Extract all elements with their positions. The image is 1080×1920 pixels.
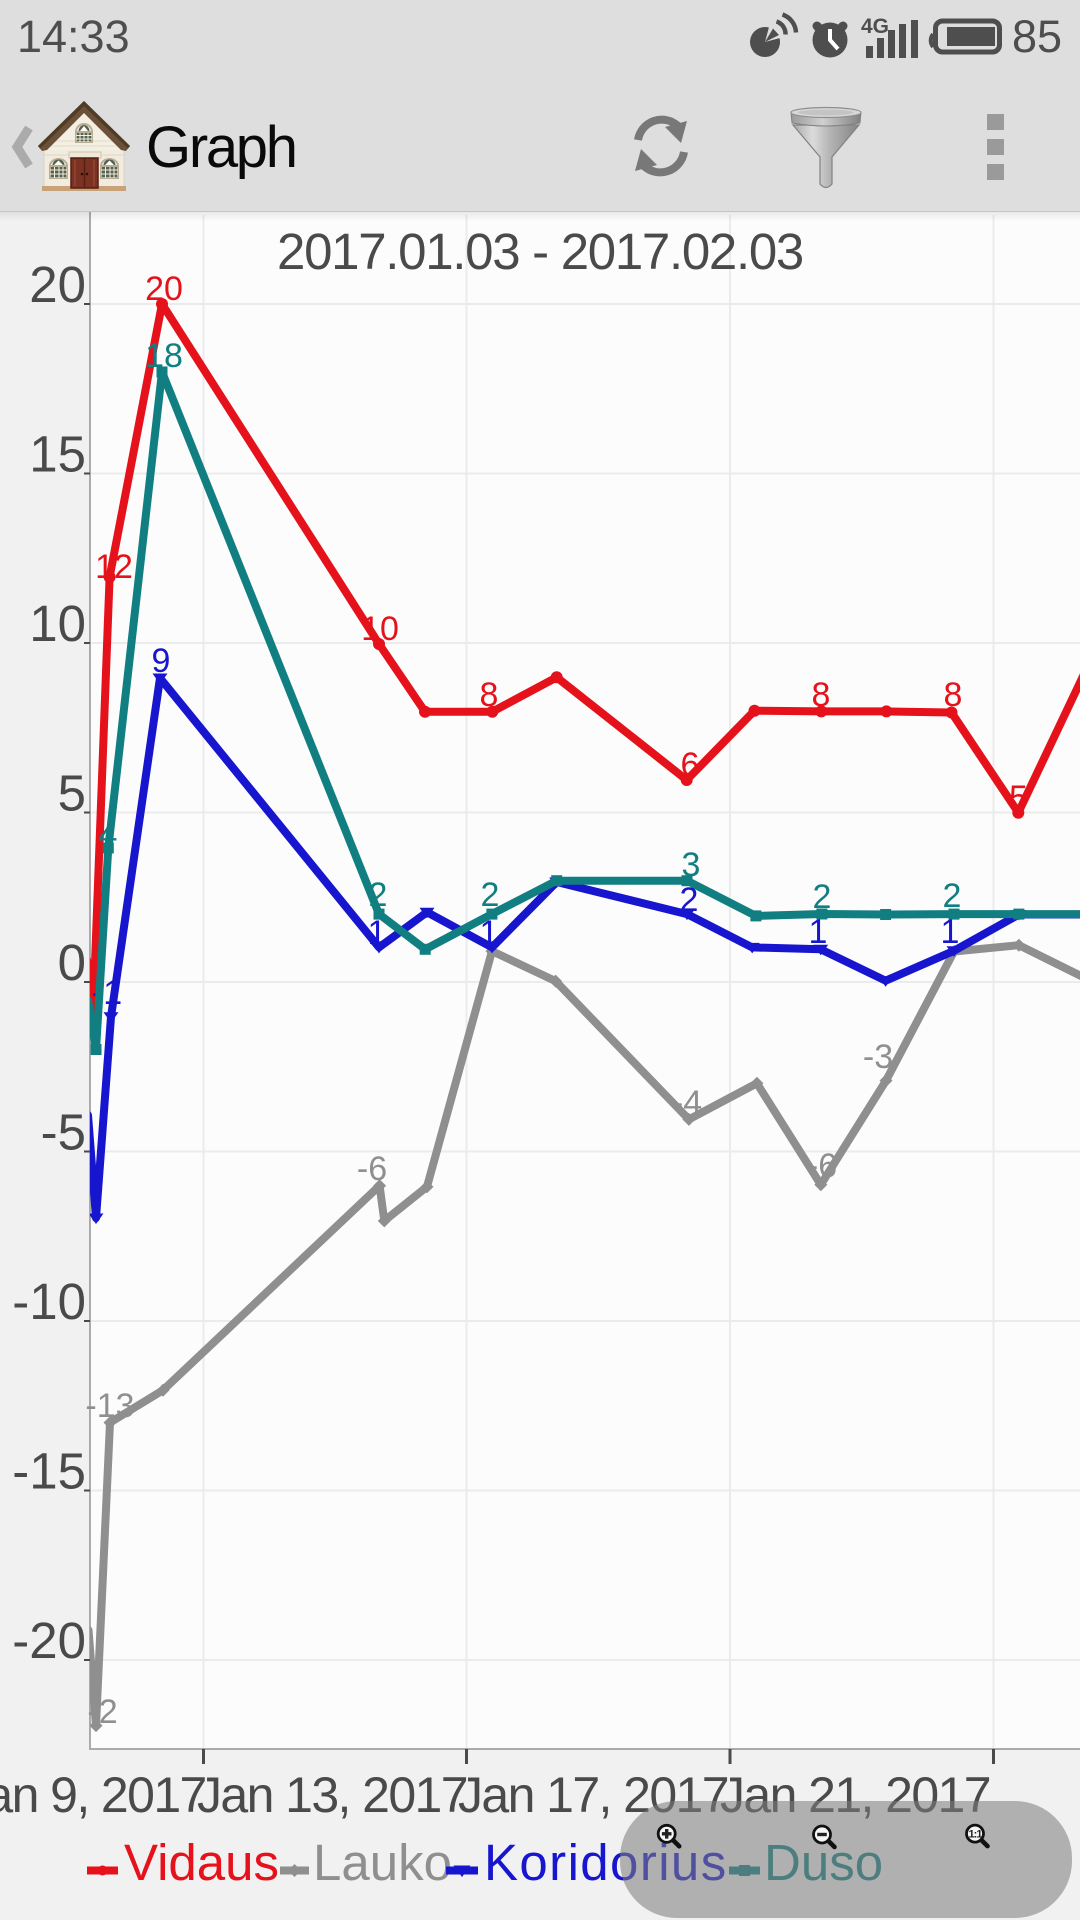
svg-text:20: 20 — [145, 270, 183, 308]
svg-text:1: 1 — [480, 914, 499, 952]
svg-text:8: 8 — [944, 676, 963, 714]
svg-text:10: 10 — [29, 595, 86, 652]
svg-text:Vidaus: Vidaus — [124, 1834, 279, 1891]
svg-text:2: 2 — [369, 876, 388, 914]
svg-text:1: 1 — [941, 913, 960, 951]
svg-text:-15: -15 — [12, 1443, 86, 1500]
svg-text:2: 2 — [943, 877, 962, 915]
svg-text:5: 5 — [58, 765, 86, 822]
svg-text:2: 2 — [481, 876, 500, 914]
svg-text:0: 0 — [58, 934, 86, 991]
svg-text:12: 12 — [95, 548, 133, 586]
svg-text:1:1: 1:1 — [969, 1829, 983, 1841]
svg-text:1: 1 — [368, 914, 387, 952]
svg-text:2: 2 — [813, 878, 832, 916]
svg-text:20: 20 — [29, 256, 86, 313]
svg-text:-3: -3 — [863, 1038, 893, 1076]
svg-text:1: 1 — [809, 913, 828, 951]
svg-text:-2: -2 — [87, 1693, 117, 1731]
svg-text:Jan 13, 2017: Jan 13, 2017 — [197, 1767, 467, 1823]
svg-text:-20: -20 — [12, 1612, 86, 1669]
svg-text:4: 4 — [99, 816, 118, 854]
svg-text:2: 2 — [680, 881, 699, 919]
svg-text:15: 15 — [29, 426, 86, 483]
svg-text:Lauko: Lauko — [313, 1834, 452, 1891]
svg-text:3: 3 — [682, 846, 701, 884]
svg-text:Jan 9, 2017: Jan 9, 2017 — [0, 1767, 206, 1823]
svg-text:-6: -6 — [357, 1150, 387, 1188]
svg-text:-10: -10 — [12, 1273, 86, 1330]
svg-text:-5: -5 — [41, 1104, 86, 1161]
svg-text:-13: -13 — [85, 1387, 134, 1425]
svg-text:2017.01.03 - 2017.02.03: 2017.01.03 - 2017.02.03 — [277, 223, 803, 280]
svg-text:18: 18 — [145, 337, 183, 375]
svg-text:4G: 4G — [861, 15, 889, 38]
svg-text:-4: -4 — [672, 1084, 702, 1122]
svg-text:6: 6 — [681, 746, 700, 784]
svg-text:5: 5 — [1009, 779, 1028, 817]
svg-text:10: 10 — [361, 610, 399, 648]
svg-text:9: 9 — [152, 642, 171, 680]
svg-text:8: 8 — [812, 676, 831, 714]
svg-text:-6: -6 — [807, 1147, 837, 1185]
svg-text:8: 8 — [480, 676, 499, 714]
